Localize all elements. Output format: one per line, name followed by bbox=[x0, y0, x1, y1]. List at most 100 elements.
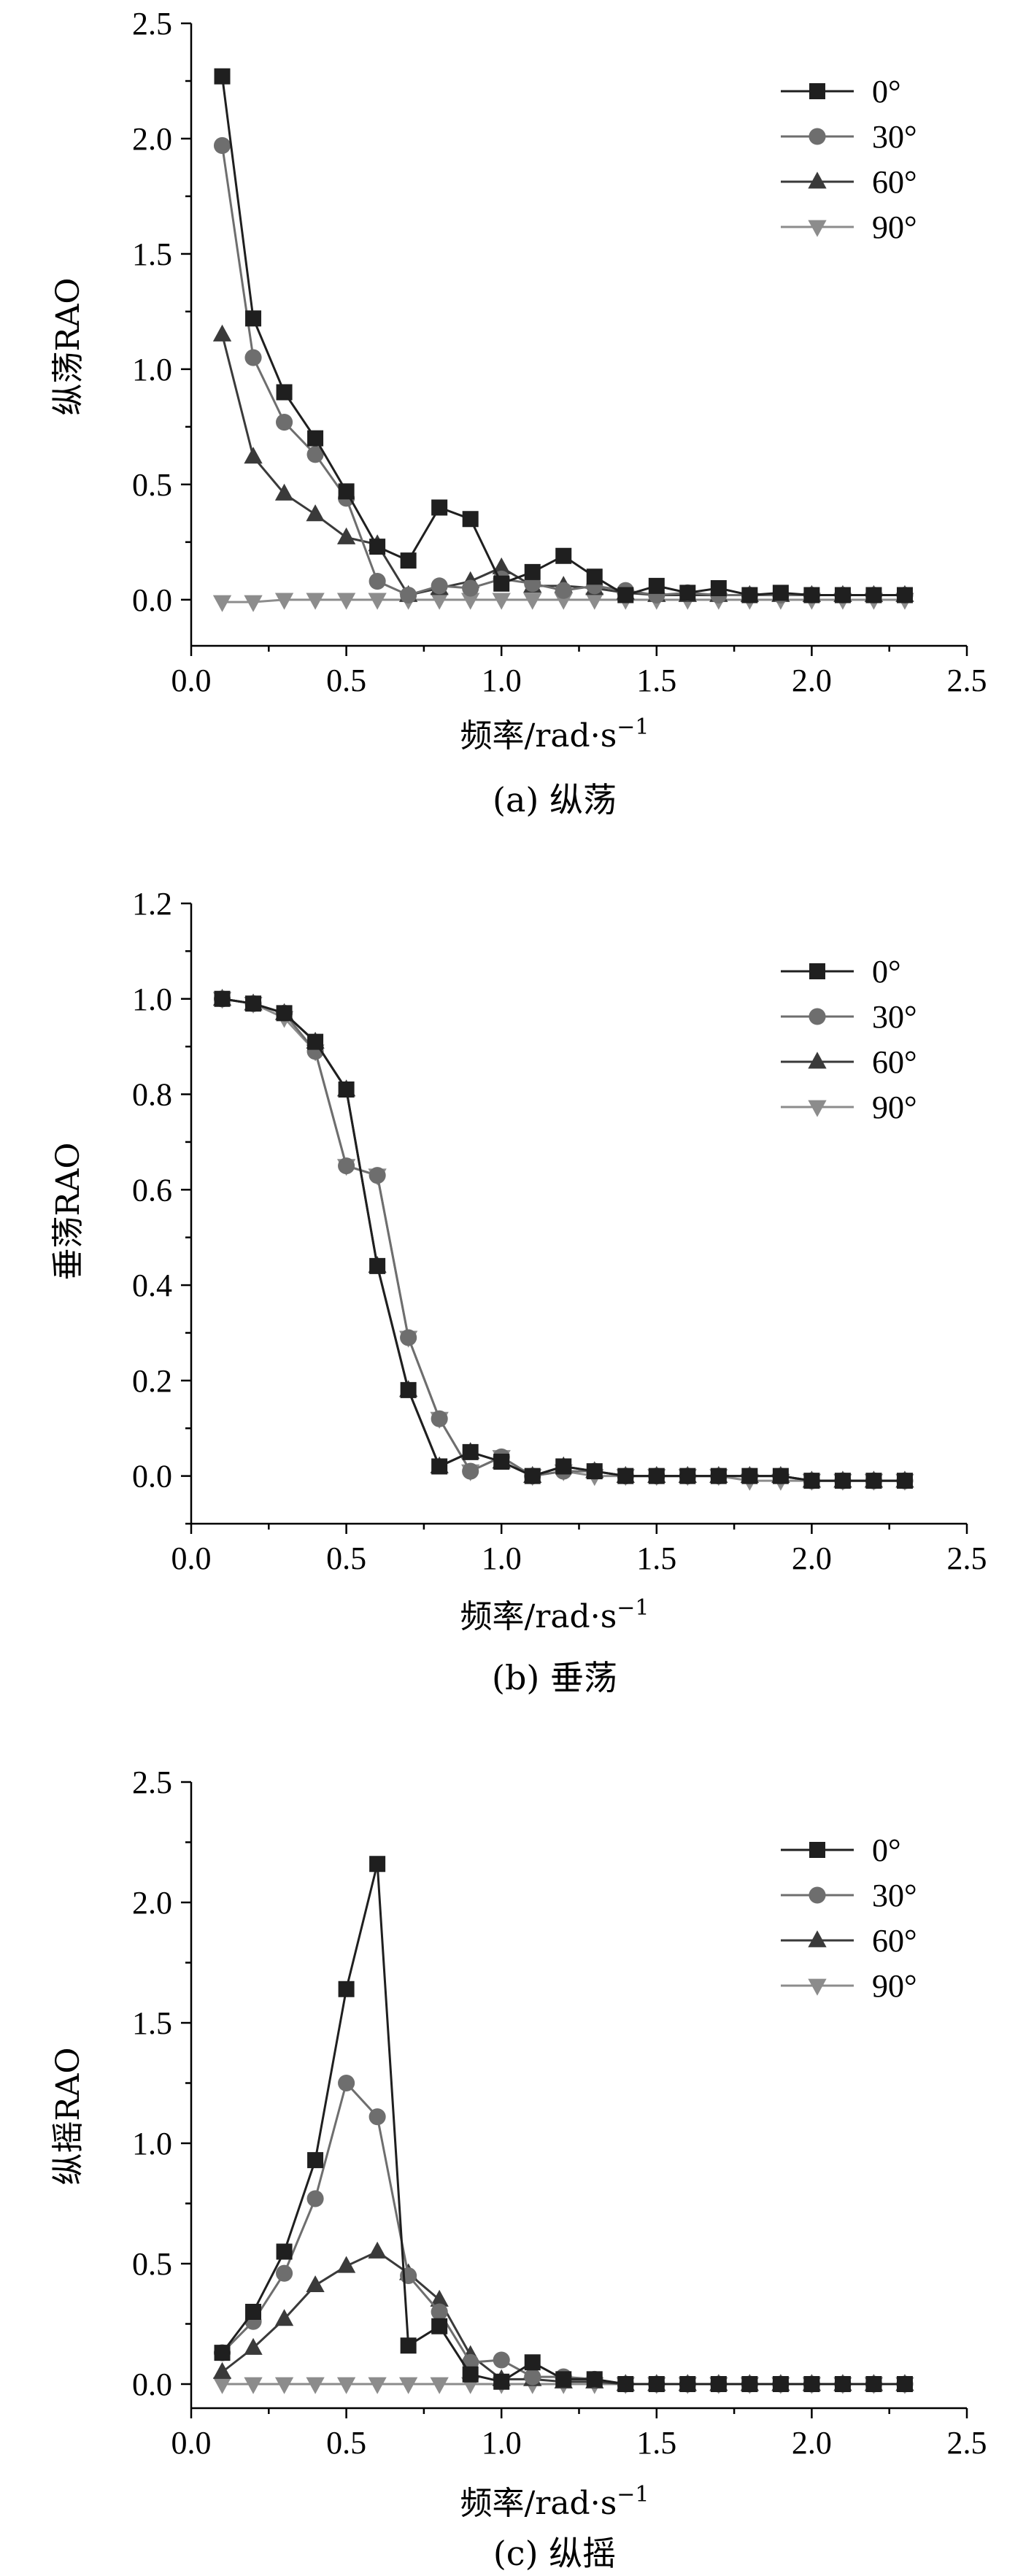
data-point bbox=[648, 2376, 665, 2392]
y-tick-label: 0.8 bbox=[132, 1077, 172, 1113]
data-point bbox=[865, 1473, 882, 1489]
x-tick-label: 1.0 bbox=[482, 663, 522, 698]
data-point bbox=[400, 1381, 417, 1398]
legend-item: 0° bbox=[781, 74, 901, 109]
data-point bbox=[430, 593, 449, 610]
data-point bbox=[214, 68, 231, 85]
legend-item: 90° bbox=[781, 1090, 917, 1125]
y-tick-label: 1.0 bbox=[132, 352, 172, 387]
data-point bbox=[896, 1473, 913, 1489]
data-point bbox=[368, 2241, 387, 2259]
data-point bbox=[369, 572, 386, 590]
x-tick-label: 0.5 bbox=[326, 2425, 366, 2461]
data-point bbox=[276, 2243, 293, 2260]
data-point bbox=[493, 2351, 510, 2369]
legend-item: 30° bbox=[781, 999, 917, 1035]
data-point bbox=[772, 1468, 789, 1484]
x-tick-label: 2.5 bbox=[947, 1540, 987, 1576]
legend-label: 30° bbox=[872, 1878, 917, 1913]
legend-item: 0° bbox=[781, 954, 901, 990]
data-point bbox=[803, 2376, 820, 2392]
data-point bbox=[214, 2345, 231, 2361]
y-tick-label: 1.5 bbox=[132, 236, 172, 272]
data-point bbox=[244, 2377, 263, 2394]
y-tick-label: 1.5 bbox=[132, 2005, 172, 2041]
caption-a: (a) 纵荡 bbox=[493, 780, 617, 820]
data-point bbox=[586, 568, 603, 585]
data-point bbox=[369, 1856, 386, 1873]
data-point bbox=[368, 593, 387, 610]
data-point bbox=[617, 587, 634, 603]
data-point bbox=[369, 1257, 386, 1274]
x-tick-label: 0.5 bbox=[326, 1540, 366, 1576]
data-point bbox=[524, 563, 541, 580]
y-tick-label: 0.4 bbox=[132, 1268, 172, 1303]
data-point bbox=[244, 349, 262, 366]
data-point bbox=[462, 1462, 479, 1480]
legend-marker bbox=[808, 1978, 827, 1996]
legend-marker bbox=[809, 1842, 825, 1858]
data-point bbox=[648, 577, 665, 594]
data-point bbox=[555, 582, 572, 599]
legend-marker bbox=[809, 963, 825, 979]
y-axis-title-a: 纵荡RAO bbox=[50, 278, 87, 416]
data-point bbox=[492, 557, 511, 574]
data-point bbox=[430, 2377, 449, 2394]
data-point bbox=[431, 1410, 448, 1427]
data-point bbox=[431, 2303, 448, 2321]
data-point bbox=[555, 1458, 572, 1475]
y-tick-label: 0.2 bbox=[132, 1363, 172, 1399]
legend-label: 0° bbox=[872, 1832, 901, 1868]
data-point bbox=[244, 595, 263, 612]
data-point bbox=[710, 1468, 727, 1484]
legend-item: 90° bbox=[781, 209, 917, 245]
data-point bbox=[306, 2190, 324, 2207]
data-point bbox=[772, 2376, 789, 2392]
y-axis-title-c: 纵摇RAO bbox=[50, 2048, 87, 2186]
legend-marker bbox=[808, 1930, 827, 1948]
y-tick-label: 0.6 bbox=[132, 1172, 172, 1208]
data-point bbox=[524, 1468, 541, 1484]
data-point bbox=[244, 2337, 263, 2355]
x-tick-label: 1.5 bbox=[636, 663, 676, 698]
x-tick-label: 2.5 bbox=[947, 2425, 987, 2461]
x-tick-label: 0.0 bbox=[171, 2425, 212, 2461]
data-point bbox=[214, 990, 231, 1007]
legend-marker bbox=[809, 83, 825, 99]
legend-item: 60° bbox=[781, 164, 917, 200]
data-point bbox=[336, 2256, 356, 2273]
legend-marker bbox=[808, 220, 827, 237]
legend-item: 30° bbox=[781, 1878, 917, 1913]
data-point bbox=[400, 552, 417, 569]
x-axis-title-a: 频率/rad·s−1 bbox=[460, 714, 649, 755]
legend-item: 90° bbox=[781, 1968, 917, 2004]
data-point bbox=[679, 2376, 696, 2392]
data-point bbox=[276, 384, 293, 401]
data-point bbox=[555, 2371, 572, 2388]
data-point bbox=[274, 593, 294, 610]
data-point bbox=[523, 593, 542, 610]
legend-label: 90° bbox=[872, 1090, 917, 1125]
y-tick-label: 0.5 bbox=[132, 467, 172, 503]
data-point bbox=[431, 577, 448, 595]
legend-a: 0° 30° 60° 90° bbox=[781, 74, 917, 245]
data-point bbox=[306, 2377, 325, 2394]
data-point bbox=[462, 2366, 479, 2383]
y-axis-title-b: 垂荡RAO bbox=[50, 1143, 87, 1281]
data-point bbox=[679, 1468, 696, 1484]
data-point bbox=[617, 1468, 634, 1484]
data-point bbox=[307, 1033, 324, 1050]
x-tick-label: 2.0 bbox=[792, 2425, 832, 2461]
y-tick-label: 0.5 bbox=[132, 2246, 172, 2282]
plot-area-a: 0.0 0.5 1.0 1.5 2.0 2.5 0.0 0.5 1.0 1.5 2.0 2.5 bbox=[132, 6, 987, 698]
caption-c: (c) 纵摇 bbox=[493, 2534, 616, 2573]
data-point bbox=[710, 580, 727, 597]
data-point bbox=[431, 499, 448, 516]
data-point bbox=[741, 1468, 758, 1484]
chart-panel-b: 0.0 0.5 1.0 1.5 2.0 2.50.00.20.40.60.81.01.2 … bbox=[50, 886, 987, 1697]
y-tick-label: 0.0 bbox=[132, 1459, 172, 1495]
legend-item: 60° bbox=[781, 1923, 917, 1959]
x-tick-label: 0.5 bbox=[326, 663, 366, 698]
data-point bbox=[834, 2376, 851, 2392]
